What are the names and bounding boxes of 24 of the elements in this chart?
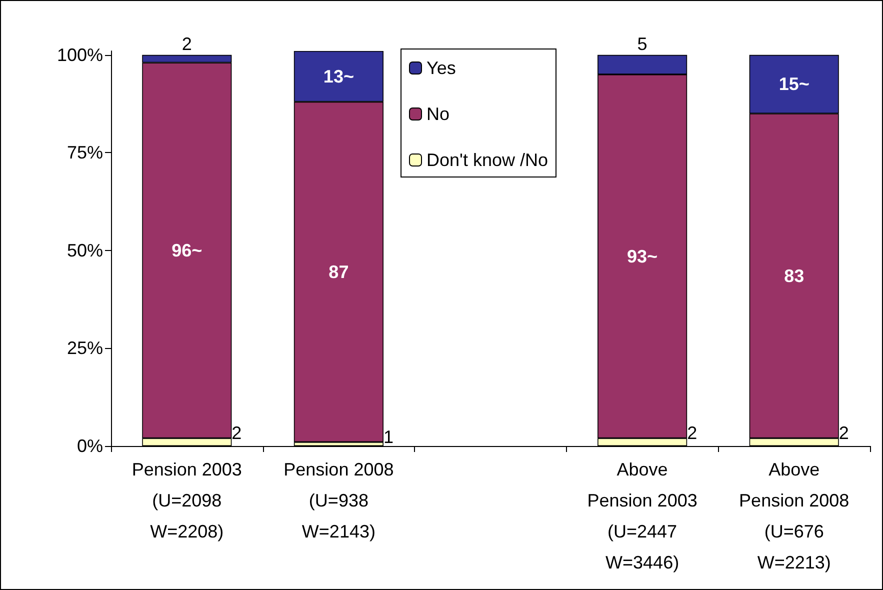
data-label: 93~: [627, 246, 658, 266]
data-label: 83: [784, 266, 804, 286]
y-tick-label: 75%: [66, 142, 103, 163]
data-label: 87: [328, 262, 349, 282]
x-tick-label: Above Pension 2008 (U=676 W=2213): [739, 460, 850, 572]
legend-label: No: [426, 104, 450, 124]
data-label: 5: [637, 34, 648, 54]
legend-label: Don't know /No: [426, 150, 548, 170]
data-label: 1: [383, 427, 394, 448]
data-label: 2: [182, 34, 192, 54]
y-tick-label: 0%: [76, 436, 103, 456]
data-label: 96~: [172, 240, 202, 260]
data-label: 2: [232, 423, 242, 444]
y-tick-label: 50%: [66, 240, 103, 260]
data-label: 2: [687, 423, 698, 444]
x-tick-label: Pension 2008 (U=938 W=2143): [284, 460, 394, 542]
legend-label: Yes: [426, 58, 456, 78]
data-label: 15~: [778, 74, 810, 94]
data-label: 2: [838, 423, 849, 444]
x-tick-label: Pension 2003 (U=2098 W=2208): [132, 460, 242, 542]
x-tick-label: Above Pension 2003 (U=2447 W=3446): [587, 460, 698, 572]
data-label: 13~: [323, 66, 354, 86]
y-tick-label: 25%: [66, 338, 103, 358]
y-tick-label: 100%: [56, 44, 103, 65]
